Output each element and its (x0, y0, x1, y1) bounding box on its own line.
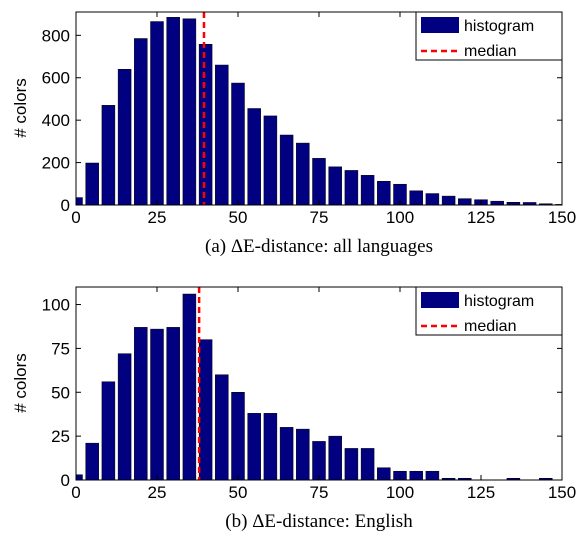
bar-b-45 (215, 374, 229, 481)
bar-a-50 (231, 82, 245, 206)
x-tick-label-a-125: 125 (467, 208, 495, 227)
y-tick-label-a-0: 0 (61, 196, 70, 215)
bar-a-15 (117, 69, 132, 206)
bar-b-90 (360, 448, 375, 481)
y-tick-label-b-0: 0 (61, 471, 70, 490)
bar-a-85 (344, 170, 359, 206)
bar-b-10 (101, 381, 116, 481)
x-ticks-b: 0 25 50 75 100 125 150 (71, 287, 576, 502)
y-tick-label-b-25: 25 (51, 427, 70, 446)
panel-b: 0 25 50 75 100 125 150 0 25 50 75 100 # colors (b)… (11, 286, 576, 532)
y-tick-label-a-400: 400 (42, 111, 70, 130)
y-axis-label-b: # colors (11, 353, 30, 413)
legend-label-histogram-a: histogram (464, 18, 534, 35)
y-tick-label-a-200: 200 (42, 154, 70, 173)
x-tick-label-b-0: 0 (71, 483, 80, 502)
legend-swatch-histogram-b (421, 292, 459, 308)
bar-b-60 (263, 413, 278, 481)
bar-b-40 (198, 339, 213, 481)
bar-a-5 (85, 162, 99, 206)
y-tick-label-b-75: 75 (51, 339, 70, 358)
bar-a-0 (75, 197, 83, 206)
bar-a-65 (279, 134, 294, 206)
bar-b-85 (344, 448, 359, 481)
x-tick-label-a-50: 50 (229, 208, 248, 227)
bar-b-80 (328, 435, 342, 481)
bar-b-30 (166, 327, 180, 481)
legend-swatch-histogram-a (421, 17, 459, 33)
legend-label-median-b: median (464, 318, 516, 335)
x-tick-label-b-100: 100 (386, 483, 414, 502)
bar-a-130 (490, 200, 504, 206)
bar-a-55 (247, 108, 261, 206)
bar-b-25 (150, 328, 164, 481)
legend-a: histogram median (415, 11, 563, 61)
bars-a (75, 17, 563, 206)
y-tick-label-b-50: 50 (51, 383, 70, 402)
legend-b: histogram median (415, 286, 563, 336)
y-tick-label-b-100: 100 (42, 296, 70, 315)
bar-a-70 (296, 142, 310, 206)
bar-b-110 (425, 470, 440, 481)
bar-b-50 (231, 392, 245, 481)
bar-a-20 (134, 38, 148, 206)
x-tick-label-a-150: 150 (548, 208, 576, 227)
bar-a-75 (312, 158, 326, 206)
bar-b-0 (75, 474, 83, 481)
x-tick-label-a-75: 75 (310, 208, 329, 227)
y-tick-label-a-600: 600 (42, 69, 70, 88)
bar-b-75 (312, 441, 326, 481)
x-tick-label-a-0: 0 (71, 208, 80, 227)
caption-b: (b) ΔE-distance: English (225, 511, 413, 532)
y-ticks-a: 0 200 400 600 800 (42, 26, 562, 215)
x-tick-label-a-100: 100 (386, 208, 414, 227)
x-ticks-a: 0 25 50 75 100 125 150 (71, 12, 576, 227)
legend-label-histogram-b: histogram (464, 293, 534, 310)
bar-b-55 (247, 413, 261, 481)
x-tick-label-b-125: 125 (467, 483, 495, 502)
bar-a-95 (377, 180, 391, 206)
bar-a-60 (263, 115, 278, 206)
caption-a: (a) ΔE-distance: all languages (205, 236, 433, 257)
bar-a-105 (409, 190, 423, 206)
bar-a-115 (441, 195, 456, 206)
bar-b-95 (377, 467, 391, 481)
x-tick-label-b-150: 150 (548, 483, 576, 502)
bar-a-25 (150, 21, 164, 206)
bar-b-35 (182, 293, 197, 481)
bar-a-10 (101, 105, 116, 206)
x-tick-label-b-25: 25 (148, 483, 167, 502)
y-tick-label-a-800: 800 (42, 26, 70, 45)
bar-b-65 (279, 427, 294, 481)
bars-b (75, 293, 553, 481)
legend-label-median-a: median (464, 43, 516, 60)
x-tick-label-a-25: 25 (148, 208, 167, 227)
y-axis-label-a: # colors (11, 78, 30, 138)
bar-a-40 (198, 43, 213, 206)
bar-b-5 (85, 442, 99, 481)
bar-b-20 (134, 327, 148, 481)
bar-a-120 (458, 198, 472, 206)
bar-a-30 (166, 17, 180, 206)
bar-b-105 (409, 470, 423, 481)
bar-a-110 (425, 193, 440, 206)
bar-b-70 (296, 428, 310, 481)
bar-a-45 (215, 64, 229, 206)
x-tick-label-b-50: 50 (229, 483, 248, 502)
bar-b-15 (117, 353, 132, 481)
y-ticks-b: 0 25 50 75 100 (42, 296, 562, 490)
bar-a-80 (328, 166, 342, 206)
x-tick-label-b-75: 75 (310, 483, 329, 502)
bar-a-90 (360, 175, 375, 206)
bar-a-35 (182, 18, 197, 206)
